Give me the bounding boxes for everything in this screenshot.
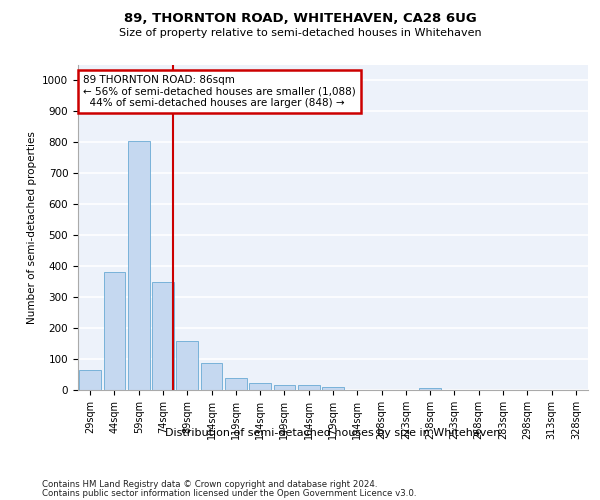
Text: 89 THORNTON ROAD: 86sqm
← 56% of semi-detached houses are smaller (1,088)
  44% : 89 THORNTON ROAD: 86sqm ← 56% of semi-de… xyxy=(83,74,356,108)
Bar xyxy=(225,378,247,390)
Bar xyxy=(200,363,223,390)
Text: Size of property relative to semi-detached houses in Whitehaven: Size of property relative to semi-detach… xyxy=(119,28,481,38)
Bar xyxy=(152,282,174,390)
Bar xyxy=(298,386,320,390)
Bar xyxy=(274,386,295,390)
Text: Distribution of semi-detached houses by size in Whitehaven: Distribution of semi-detached houses by … xyxy=(166,428,500,438)
Text: 89, THORNTON ROAD, WHITEHAVEN, CA28 6UG: 89, THORNTON ROAD, WHITEHAVEN, CA28 6UG xyxy=(124,12,476,26)
Y-axis label: Number of semi-detached properties: Number of semi-detached properties xyxy=(26,131,37,324)
Bar xyxy=(79,370,101,390)
Text: Contains public sector information licensed under the Open Government Licence v3: Contains public sector information licen… xyxy=(42,488,416,498)
Bar xyxy=(419,388,441,390)
Bar xyxy=(176,342,198,390)
Bar xyxy=(104,272,125,390)
Bar xyxy=(128,141,149,390)
Bar xyxy=(322,387,344,390)
Text: Contains HM Land Registry data © Crown copyright and database right 2024.: Contains HM Land Registry data © Crown c… xyxy=(42,480,377,489)
Bar xyxy=(249,383,271,390)
